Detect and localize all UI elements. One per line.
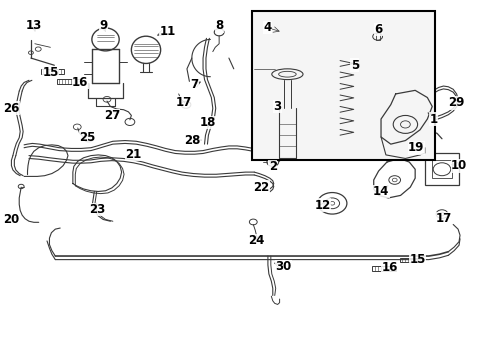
Text: 17: 17: [176, 96, 192, 109]
Text: 23: 23: [89, 203, 105, 216]
Bar: [41, 69, 64, 74]
Bar: [399, 258, 422, 262]
Text: 27: 27: [103, 109, 120, 122]
Bar: [251, 12, 434, 160]
Text: 15: 15: [408, 253, 425, 266]
Text: 21: 21: [125, 148, 141, 161]
Text: 7: 7: [190, 78, 199, 91]
Text: 8: 8: [215, 19, 224, 32]
Text: 9: 9: [99, 19, 107, 32]
Text: 22: 22: [253, 181, 269, 194]
Bar: [57, 79, 80, 84]
Text: 15: 15: [42, 66, 59, 79]
Bar: [431, 160, 451, 178]
Bar: [424, 153, 458, 185]
Text: 3: 3: [273, 100, 281, 113]
Text: 30: 30: [275, 260, 291, 273]
Text: 1: 1: [429, 113, 437, 126]
Bar: [375, 33, 379, 40]
Text: 5: 5: [350, 59, 358, 72]
Text: 4: 4: [263, 21, 271, 34]
Text: 29: 29: [447, 96, 464, 109]
Text: 6: 6: [374, 23, 382, 36]
Text: 18: 18: [199, 116, 215, 129]
Bar: [371, 266, 395, 271]
Text: 24: 24: [248, 234, 264, 247]
Text: 13: 13: [26, 19, 42, 32]
Text: 16: 16: [381, 261, 397, 274]
Text: 20: 20: [3, 213, 20, 226]
Text: 25: 25: [79, 131, 96, 144]
Text: 2: 2: [268, 160, 276, 173]
Text: 12: 12: [314, 199, 330, 212]
Text: 19: 19: [407, 141, 424, 154]
Text: 11: 11: [159, 25, 175, 38]
Text: 26: 26: [3, 102, 20, 115]
Text: 28: 28: [184, 134, 200, 147]
Text: 17: 17: [434, 212, 450, 225]
Text: 16: 16: [72, 76, 88, 89]
Text: 14: 14: [372, 185, 388, 198]
Text: 10: 10: [450, 159, 466, 172]
